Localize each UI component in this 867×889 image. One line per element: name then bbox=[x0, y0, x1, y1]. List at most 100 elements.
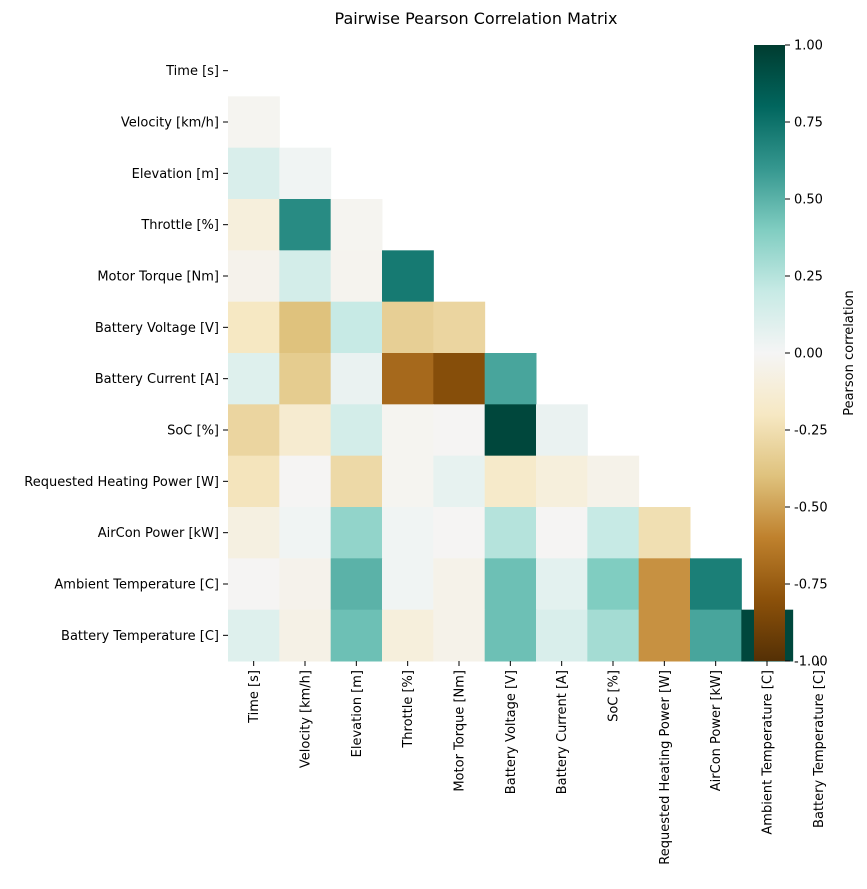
heatmap-cell bbox=[330, 353, 383, 405]
heatmap-cell bbox=[279, 404, 332, 457]
heatmap-cells bbox=[228, 96, 794, 662]
colorbar: -1.00 -0.75 -0.50 -0.25 0.00 0.25 0.50 0.75 1.00… bbox=[754, 39, 857, 670]
y-axis-labels: Time [s] Velocity [km/h] Elevation [m] Thro… bbox=[24, 64, 228, 644]
heatmap-cell bbox=[279, 455, 332, 508]
heatmap-cell bbox=[279, 353, 332, 405]
heatmap-cell bbox=[279, 250, 332, 303]
heatmap-cell bbox=[484, 507, 537, 559]
x-tick-label: Throttle [%] bbox=[401, 670, 416, 749]
y-tick-label: Battery Current [A] bbox=[95, 372, 219, 387]
heatmap-cell bbox=[690, 609, 742, 662]
heatmap-cell bbox=[433, 404, 486, 457]
y-tick-label: Motor Torque [Nm] bbox=[97, 270, 219, 285]
heatmap-cell bbox=[330, 455, 383, 508]
heatmap-cell bbox=[228, 353, 280, 405]
y-tick-label: Requested Heating Power [W] bbox=[24, 475, 219, 490]
heatmap-cell bbox=[228, 455, 280, 508]
heatmap-cell bbox=[536, 609, 588, 662]
heatmap-cell bbox=[587, 558, 640, 611]
heatmap-cell bbox=[228, 147, 280, 200]
y-tick-label: Ambient Temperature [C] bbox=[54, 578, 219, 593]
colorbar-tick-label: -1.00 bbox=[794, 655, 828, 670]
colorbar-tick-label: 0.00 bbox=[794, 347, 823, 362]
colorbar-tick-label: 0.50 bbox=[794, 193, 823, 208]
heatmap-cell bbox=[536, 404, 588, 457]
heatmap-cell bbox=[536, 558, 588, 611]
x-tick-label: Elevation [m] bbox=[350, 670, 365, 757]
heatmap-cell bbox=[382, 301, 434, 354]
colorbar-tick-label: 0.75 bbox=[794, 116, 823, 131]
y-tick-label: SoC [%] bbox=[167, 424, 219, 439]
heatmap-cell bbox=[330, 199, 383, 251]
heatmap-cell bbox=[279, 558, 332, 611]
x-tick-label: Time [s] bbox=[247, 670, 262, 724]
heatmap-cell bbox=[433, 455, 486, 508]
heatmap-cell bbox=[638, 507, 691, 559]
y-tick-label: Throttle [%] bbox=[140, 218, 219, 233]
heatmap-cell bbox=[279, 507, 332, 559]
x-tick-label: Battery Voltage [V] bbox=[504, 670, 519, 794]
y-tick-label: Battery Voltage [V] bbox=[95, 321, 219, 336]
colorbar-label: Pearson correlation bbox=[842, 290, 857, 416]
heatmap-cell bbox=[587, 455, 640, 508]
x-tick-label: Velocity [km/h] bbox=[299, 670, 314, 768]
y-tick-label: AirCon Power [kW] bbox=[98, 526, 219, 541]
heatmap-cell bbox=[330, 250, 383, 303]
heatmap-cell bbox=[638, 558, 691, 611]
heatmap-cell bbox=[228, 96, 280, 149]
heatmap-cell bbox=[279, 199, 332, 251]
heatmap-cell bbox=[228, 609, 280, 662]
chart-title: Pairwise Pearson Correlation Matrix bbox=[335, 9, 618, 28]
x-tick-label: AirCon Power [kW] bbox=[709, 670, 724, 791]
colorbar-ticks: -1.00 -0.75 -0.50 -0.25 0.00 0.25 0.50 0.75 1.00 bbox=[785, 39, 828, 670]
heatmap-cell bbox=[228, 404, 280, 457]
heatmap-cell bbox=[382, 250, 434, 303]
heatmap-cell bbox=[382, 353, 434, 405]
heatmap-cell bbox=[382, 455, 434, 508]
colorbar-tick-label: -0.75 bbox=[794, 578, 828, 593]
heatmap-cell bbox=[228, 199, 280, 251]
x-tick-label: Battery Temperature [C] bbox=[812, 670, 827, 828]
x-tick-label: Motor Torque [Nm] bbox=[453, 670, 468, 792]
heatmap-cell bbox=[382, 507, 434, 559]
heatmap-cell bbox=[536, 507, 588, 559]
x-tick-label: SoC [%] bbox=[607, 670, 622, 722]
heatmap-cell bbox=[433, 353, 486, 405]
x-tick-label: Ambient Temperature [C] bbox=[761, 670, 776, 835]
heatmap-cell bbox=[228, 250, 280, 303]
y-tick-label: Battery Temperature [C] bbox=[61, 629, 219, 644]
colorbar-tick-label: 1.00 bbox=[794, 39, 823, 54]
heatmap-cell bbox=[433, 507, 486, 559]
heatmap-cell bbox=[279, 301, 332, 354]
x-tick-label: Battery Current [A] bbox=[555, 670, 570, 794]
heatmap-cell bbox=[279, 609, 332, 662]
colorbar-tick-label: 0.25 bbox=[794, 270, 823, 285]
x-tick-label: Requested Heating Power [W] bbox=[658, 670, 673, 865]
heatmap-cell bbox=[382, 558, 434, 611]
heatmap-cell bbox=[330, 404, 383, 457]
heatmap-cell bbox=[638, 609, 691, 662]
heatmap-cell bbox=[484, 609, 537, 662]
heatmap-cell bbox=[330, 609, 383, 662]
heatmap-cell bbox=[484, 353, 537, 405]
y-tick-label: Velocity [km/h] bbox=[121, 116, 219, 131]
colorbar-tick-label: -0.25 bbox=[794, 424, 828, 439]
heatmap-cell bbox=[484, 404, 537, 457]
x-axis-labels: Time [s] Velocity [km/h] Elevation [m] Thro… bbox=[247, 661, 827, 865]
heatmap-cell bbox=[484, 455, 537, 508]
heatmap-cell bbox=[536, 455, 588, 508]
heatmap-cell bbox=[228, 507, 280, 559]
y-tick-label: Elevation [m] bbox=[132, 167, 219, 182]
heatmap-cell bbox=[228, 301, 280, 354]
heatmap-cell bbox=[228, 558, 280, 611]
y-tick-label: Time [s] bbox=[165, 64, 219, 79]
heatmap-cell bbox=[382, 404, 434, 457]
heatmap-cell bbox=[330, 301, 383, 354]
colorbar-gradient bbox=[754, 45, 785, 661]
heatmap-cell bbox=[484, 558, 537, 611]
heatmap-cell bbox=[433, 301, 486, 354]
heatmap-cell bbox=[330, 507, 383, 559]
heatmap-cell bbox=[587, 507, 640, 559]
heatmap-cell bbox=[433, 558, 486, 611]
